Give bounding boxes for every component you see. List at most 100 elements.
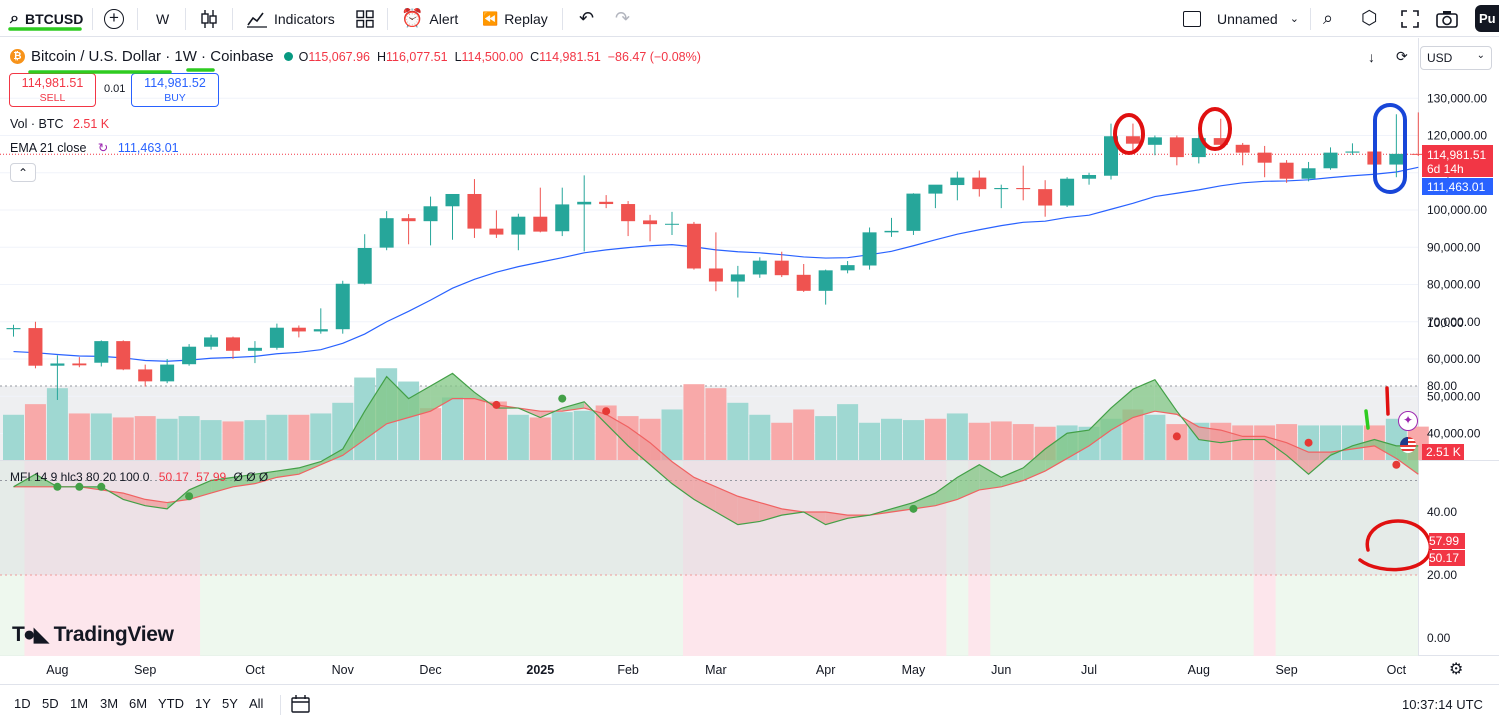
volume-bar [156,418,178,460]
buy-button[interactable]: 114,981.52 BUY [131,73,219,107]
mfi-fill-segment [781,508,804,516]
mfi-cross-point [558,394,567,403]
chart-area[interactable]: 40,000.00 50,000.00 60,000.00 70,000.00 80,0… [0,38,1499,683]
redo-button[interactable]: ↷ [615,0,630,37]
volume-bar [705,388,727,460]
volume-bar [749,414,771,460]
mfi-legend-value-1: 50.17 [158,470,189,484]
volume-legend[interactable]: Vol · BTC 2.51 K [10,117,109,131]
price-scale-labels: 40,000.00 50,000.00 60,000.00 70,000.00 80,0… [1427,91,1487,645]
top-toolbar: ⌕ BTCUSD + W Indicators ⏰ [0,0,1499,37]
mfi-cross-point [185,492,194,501]
fullscreen-button[interactable] [1401,0,1419,37]
range-button-all[interactable]: All [249,696,264,711]
range-button-3m[interactable]: 3M [100,696,119,711]
interval-button[interactable]: W [156,0,169,37]
tradingview-watermark[interactable]: T●◣ TradingView [12,622,174,647]
legend-exchange: Coinbase [210,48,274,65]
ema-legend[interactable]: EMA 21 close ↻ 111,463.01 [10,140,179,155]
annotation-red-circle [1113,113,1145,155]
chart-canvas[interactable]: 40,000.00 50,000.00 60,000.00 70,000.00 80,0… [0,38,1499,683]
volume-bar [902,420,924,460]
grid-icon [356,9,374,28]
time-axis-label: Nov [332,663,355,677]
range-button-5y[interactable]: 5Y [222,696,238,711]
candle-body [1016,188,1031,190]
range-button-5d[interactable]: 5D [42,696,59,711]
search-icon: ⌕ [10,9,19,27]
volume-bar [683,384,705,460]
chart-type-button[interactable] [200,0,218,37]
spread-value: 0.01 [104,83,126,95]
clock-time[interactable]: 10:37:14 UTC [1402,697,1483,712]
candle-body [269,327,284,348]
volume-tag-value: 2.51 K [1426,445,1461,459]
templates-button[interactable] [356,0,374,37]
candle-body [1060,178,1075,206]
ema-legend-value: 111,463.01 [117,141,179,155]
annotation-red-mark [1385,386,1390,416]
range-button-1m[interactable]: 1M [70,696,89,711]
mfi-fill-segment [957,464,980,500]
candle-body [621,204,636,222]
volume-bar [1254,425,1276,460]
publish-button[interactable]: Pu [1475,5,1499,32]
time-axis-label: Mar [705,663,727,677]
replay-label: Replay [504,10,548,27]
pair-name[interactable]: Bitcoin / U.S. Dollar [31,48,162,65]
redo-icon: ↷ [615,8,631,28]
candle-body [686,223,701,269]
mfi-fill-segment [672,461,694,500]
layout-button[interactable]: Unnamed ⌄ [1183,0,1299,37]
watermark-label: TradingView [53,622,174,646]
candle-body [1301,168,1316,179]
range-button-1d[interactable]: 1D [14,696,31,711]
mfi-cross-point [1392,460,1401,469]
mfi-legend[interactable]: MFI 14 9 hlc3 80 20 100 0 50.17 57.99 Ø … [10,470,268,484]
time-axis-label: Aug [1188,663,1210,677]
mfi-fill-segment [1111,389,1133,431]
candle-body [182,346,197,365]
candle-body [972,177,987,190]
quick-search-button[interactable]: ⌕ [1323,0,1333,37]
scroll-down-icon[interactable]: ↓ [1368,49,1375,65]
mfi-fill-segment [452,373,475,399]
ai-sparkle-icon[interactable]: ✦ [1398,411,1418,431]
time-axis-settings-icon[interactable]: ⚙ [1449,661,1464,678]
undo-button[interactable]: ↶ [579,0,594,37]
symbol-search-button[interactable]: ⌕ BTCUSD [10,0,83,37]
candle-body [226,337,240,351]
low-key: L [454,49,462,64]
range-button-6m[interactable]: 6M [129,696,148,711]
rewind-icon: ⏪ [482,10,499,26]
snapshot-button[interactable] [1436,0,1458,37]
candle-body [1389,153,1404,165]
candle-body [138,369,153,382]
indicators-button[interactable]: Indicators [246,0,335,37]
bottom-toolbar: 1D 5D 1M 3M 6M YTD 1Y 5Y All 10:37:14 UTC [0,684,1499,724]
sell-button[interactable]: 114,981.51 SELL [9,73,96,107]
mfi-fill-segment [1198,426,1221,443]
date-range-button[interactable] [290,694,312,717]
divider [562,8,563,30]
mfi-fill-segment [891,502,914,512]
collapse-legend-button[interactable]: ⌃ [10,163,36,182]
mfi-fill-segment [123,493,146,506]
last-price-value: 114,981.51 [1427,148,1487,162]
settings-button[interactable]: ⬡ [1361,0,1378,37]
compare-symbol-button[interactable]: + [104,0,124,37]
mfi-cross-point [53,482,62,491]
mfi-fill-segment [320,449,343,465]
auto-scale-icon[interactable]: ⟳ [1396,48,1408,64]
alert-button[interactable]: ⏰ Alert [401,0,458,37]
volume-bar [661,409,683,460]
candle-body [730,274,745,282]
mfi-tag-upper-value: 57.99 [1429,534,1460,548]
open-key: O [298,49,309,64]
mfi-fill-segment [1132,379,1155,418]
range-button-1y[interactable]: 1Y [195,696,211,711]
range-button-ytd[interactable]: YTD [158,696,184,711]
currency-selector[interactable]: USD ⌄ [1420,46,1492,70]
sell-price: 114,981.51 [21,76,84,90]
replay-button[interactable]: ⏪ Replay [482,0,548,37]
